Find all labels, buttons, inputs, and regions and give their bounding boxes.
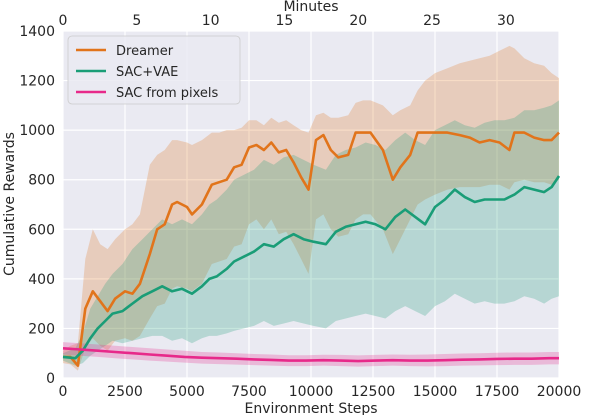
legend: Dreamer SAC+VAE SAC from pixels [67, 35, 241, 105]
top-tick-label: 25 [423, 13, 441, 29]
top-tick-labels: 0 5 10 15 20 25 30 [59, 13, 515, 29]
legend-label-sac-vae: SAC+VAE [116, 65, 178, 80]
y-tick-label: 600 [28, 222, 55, 238]
x-tick-label: 10000 [289, 384, 334, 400]
y-tick-label: 1400 [19, 24, 55, 40]
top-tick-label: 15 [276, 13, 294, 29]
band-dreamer [63, 45, 559, 371]
line-sac-vae [62, 175, 561, 360]
legend-box [67, 35, 241, 105]
x-tick-label: 12500 [351, 384, 396, 400]
series-lines [62, 131, 561, 367]
x-tick-label: 17500 [475, 384, 520, 400]
top-tick-label: 10 [202, 13, 220, 29]
legend-label-sac-pixels: SAC from pixels [116, 86, 219, 101]
y-tick-label: 200 [28, 321, 55, 337]
x-axis-title: Environment Steps [244, 401, 377, 415]
legend-label-dreamer: Dreamer [116, 44, 174, 59]
y-tick-label: 1200 [19, 74, 55, 90]
x-tick-label: 5000 [169, 384, 205, 400]
line-dreamer [63, 131, 560, 367]
x-tick-label: 0 [59, 384, 68, 400]
x-tick-labels: 0 2500 5000 7500 10000 12500 15000 17500 20000 [59, 384, 582, 400]
x-tick-label: 20000 [537, 384, 582, 400]
top-tick-label: 20 [349, 13, 367, 29]
y-tick-label: 1000 [19, 123, 55, 139]
y-tick-label: 0 [46, 371, 55, 387]
y-tick-label: 400 [28, 272, 55, 288]
band-sac-vae [63, 100, 559, 366]
line-sac-from-pixels [62, 347, 559, 363]
top-tick-label: 0 [59, 13, 68, 29]
top-axis-title: Minutes [283, 0, 338, 15]
x-tick-label: 15000 [413, 384, 458, 400]
x-tick-label: 2500 [107, 384, 143, 400]
top-tick-label: 30 [497, 13, 515, 29]
y-tick-label: 800 [28, 173, 55, 189]
top-tick-label: 5 [132, 13, 141, 29]
y-tick-labels: 0 200 400 600 800 1000 1200 1400 [19, 24, 55, 387]
x-tick-label: 7500 [231, 384, 267, 400]
y-axis-title: Cumulative Rewards [2, 132, 18, 276]
